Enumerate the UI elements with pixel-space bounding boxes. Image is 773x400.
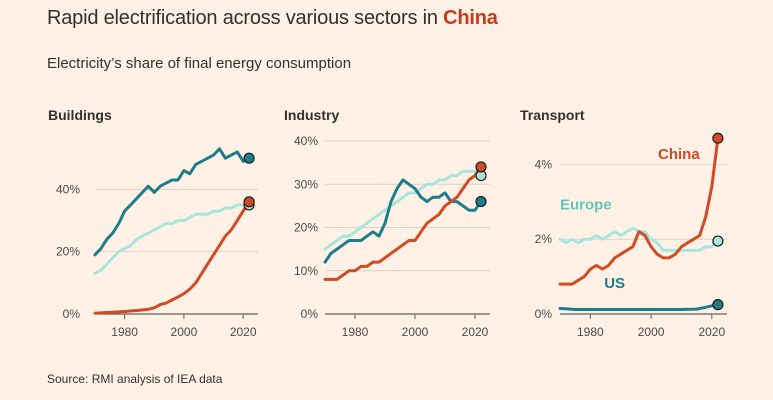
y-tick-label: 30%: [294, 177, 318, 191]
x-tick-label: 2020: [230, 325, 257, 339]
chart-panel-transport: Transport 0% 2% 4% 1980 2000 2020 US Europe China: [520, 107, 727, 339]
chart-title-highlight: China: [443, 7, 498, 29]
end-marker-europe: [712, 235, 724, 247]
chart-panel-buildings: Buildings 0% 20% 40% 1980 2000 2020: [48, 107, 258, 339]
x-tick-label: 2000: [171, 325, 198, 339]
series-label-europe: Europe: [560, 196, 612, 213]
y-tick-label: 4%: [535, 157, 553, 171]
series-line-europe: [93, 203, 251, 275]
x-tick-label: 1980: [577, 325, 604, 339]
y-tick-label: 40%: [294, 134, 318, 148]
y-tick-label: 0%: [535, 307, 553, 321]
end-marker-us: [243, 152, 255, 164]
y-tick-label: 10%: [294, 264, 318, 278]
end-marker-us: [475, 195, 487, 208]
x-tick-label: 1980: [111, 325, 138, 339]
chart-panel-industry: Industry 0% 10% 20% 30% 40% 1980 2000 2020: [284, 107, 490, 339]
series-label-china: China: [658, 146, 700, 163]
x-tick-label: 2000: [402, 325, 429, 339]
x-tick-label: 2000: [638, 325, 665, 339]
series-label-us: US: [604, 275, 625, 292]
chart-subtitle: Electricity’s share of final energy cons…: [47, 55, 352, 72]
chart-title: Rapid electrification across various sec…: [47, 7, 498, 30]
x-tick-label: 1980: [342, 325, 369, 339]
panel-title: Industry: [284, 107, 339, 123]
y-tick-label: 0%: [63, 307, 81, 321]
series-line-china: [93, 200, 251, 315]
y-tick-label: 0%: [301, 307, 319, 321]
series-line-us: [323, 178, 483, 264]
series-line-china: [323, 165, 483, 281]
panel-title: Buildings: [48, 107, 112, 123]
series-line-europe: [323, 169, 483, 251]
end-marker-china: [475, 161, 487, 173]
source-note: Source: RMI analysis of IEA data: [47, 372, 223, 386]
x-tick-label: 2020: [462, 325, 489, 339]
end-marker-china: [243, 196, 255, 208]
series-line-us: [93, 147, 251, 257]
y-tick-label: 20%: [56, 245, 80, 259]
y-tick-label: 40%: [56, 182, 80, 196]
x-tick-label: 2020: [698, 325, 725, 339]
panel-title: Transport: [520, 107, 585, 123]
y-tick-label: 20%: [294, 221, 318, 235]
end-marker-us: [712, 299, 724, 311]
series-line-us: [558, 303, 720, 311]
series-line-china: [558, 136, 720, 286]
chart-title-text: Rapid electrification across various sec…: [47, 7, 444, 29]
y-tick-label: 2%: [535, 232, 553, 246]
end-marker-china: [712, 132, 724, 144]
